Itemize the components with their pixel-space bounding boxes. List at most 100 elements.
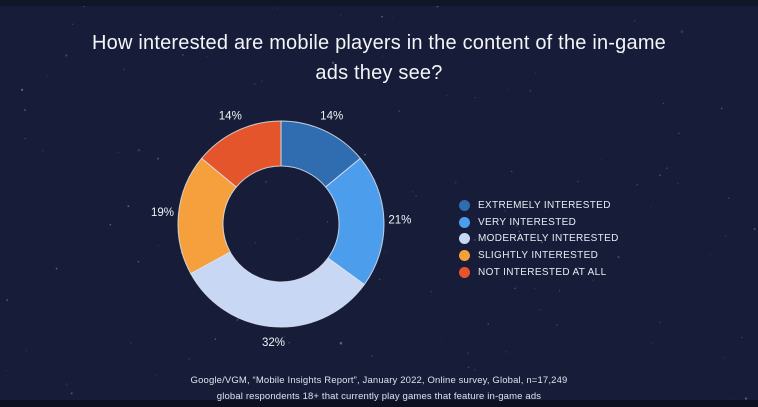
star-dot <box>182 54 184 56</box>
star-dot <box>70 392 73 395</box>
star-dot <box>516 225 518 227</box>
star-dot <box>518 230 521 233</box>
star-dot <box>473 239 476 241</box>
star-dot <box>454 181 457 184</box>
donut-slice-not-interested-at-all <box>201 120 282 188</box>
star-dot <box>658 321 661 324</box>
star-dot <box>382 55 384 57</box>
slice-value-label: 14% <box>320 110 343 122</box>
legend-label: NOT INTERESTED AT ALL <box>478 267 607 279</box>
bottom-letterbox-bar <box>0 400 758 407</box>
star-dot <box>65 54 68 57</box>
star-dot <box>296 239 298 241</box>
star-dot <box>505 351 507 353</box>
star-dot <box>157 245 160 247</box>
star-dot <box>753 228 756 231</box>
star-dot <box>188 358 191 360</box>
star-dot <box>529 90 532 92</box>
star-dot <box>109 223 112 226</box>
star-dot <box>614 64 616 66</box>
star-dot <box>65 383 68 386</box>
star-dot <box>677 182 679 184</box>
star-dot <box>24 138 26 140</box>
slice-value-label: 32% <box>262 337 285 349</box>
star-dot <box>678 313 680 315</box>
star-dot <box>430 290 433 293</box>
slice-value-label: 19% <box>151 207 174 219</box>
star-dot <box>42 150 44 152</box>
star-dot <box>659 174 661 176</box>
star-dot <box>5 370 7 372</box>
star-dot <box>636 183 639 186</box>
star-dot <box>725 235 727 237</box>
star-dot <box>378 278 381 281</box>
star-dot <box>487 323 489 325</box>
star-dot <box>340 14 342 16</box>
star-dot <box>534 287 536 289</box>
star-dot <box>577 180 579 183</box>
star-dot <box>283 336 286 339</box>
star-dot <box>415 326 417 329</box>
star-dot <box>709 254 712 256</box>
star-dot <box>288 341 290 344</box>
top-letterbox-bar <box>0 0 758 6</box>
star-dot <box>83 5 85 8</box>
legend-item-slightly-interested: SLIGHTLY INTERESTED <box>459 247 619 264</box>
star-dot <box>666 167 668 169</box>
star-dot <box>577 266 580 269</box>
star-dot <box>137 260 140 263</box>
star-dot <box>415 195 417 197</box>
star-dot <box>539 309 541 311</box>
star-dot <box>21 88 24 91</box>
star-dot <box>621 51 625 54</box>
legend-dot-extremely-interested <box>459 199 470 211</box>
donut-slice-moderately-interested <box>190 251 365 328</box>
donut-slices <box>177 120 385 328</box>
star-dot <box>559 290 561 292</box>
star-dot <box>236 318 239 321</box>
star-dot <box>564 257 566 259</box>
legend-label: EXTREMELY INTERESTED <box>478 199 611 211</box>
legend-label: SLIGHTLY INTERESTED <box>478 250 599 262</box>
legend-item-moderately-interested: MODERATELY INTERESTED <box>459 231 619 248</box>
star-dot <box>728 197 730 199</box>
star-dot <box>436 5 439 8</box>
legend-dot-very-interested <box>459 216 470 228</box>
slice-value-label: 14% <box>219 110 242 122</box>
starfield-decoration <box>5 0 756 406</box>
slice-value-label: 21% <box>388 214 411 226</box>
star-dot <box>424 397 426 398</box>
star-dot <box>506 89 508 91</box>
star-dot <box>504 209 506 212</box>
star-dot <box>265 180 268 183</box>
star-dot <box>720 107 723 110</box>
star-dot <box>473 368 476 371</box>
star-dot <box>474 96 477 99</box>
star-dot <box>723 357 726 359</box>
slice-value-labels: 14% 21% 32% 19% 14% <box>151 110 411 348</box>
star-dot <box>680 30 684 33</box>
star-dot <box>467 352 470 355</box>
star-dot <box>540 241 543 244</box>
star-dot <box>261 79 263 82</box>
star-dot <box>25 350 28 352</box>
star-dot <box>556 324 558 326</box>
star-dot <box>130 342 132 344</box>
star-dot <box>123 68 125 71</box>
star-dot <box>254 242 257 244</box>
star-dot <box>650 342 653 345</box>
star-dot <box>741 336 743 339</box>
star-dot <box>94 127 96 129</box>
star-dot <box>371 354 374 357</box>
star-dot <box>55 267 58 270</box>
star-dot <box>154 374 157 377</box>
star-dot <box>45 74 48 77</box>
star-dot <box>600 159 602 161</box>
star-dot <box>467 366 470 369</box>
star-dot <box>534 72 537 74</box>
star-dot <box>617 256 620 259</box>
star-dot <box>439 341 442 343</box>
star-dot <box>678 132 680 134</box>
